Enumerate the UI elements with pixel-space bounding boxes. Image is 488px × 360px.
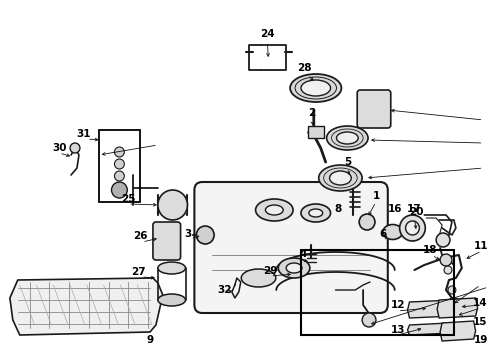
- FancyBboxPatch shape: [356, 90, 390, 128]
- FancyBboxPatch shape: [153, 222, 180, 260]
- Ellipse shape: [265, 205, 283, 215]
- Circle shape: [111, 182, 127, 198]
- Circle shape: [399, 215, 425, 241]
- Text: 20: 20: [408, 207, 423, 217]
- Text: 17: 17: [407, 204, 421, 214]
- Ellipse shape: [289, 74, 341, 102]
- Circle shape: [443, 266, 451, 274]
- Polygon shape: [407, 300, 455, 318]
- Text: 11: 11: [473, 241, 488, 251]
- Polygon shape: [439, 321, 475, 341]
- Text: 24: 24: [260, 29, 274, 39]
- Text: 30: 30: [52, 143, 66, 153]
- Circle shape: [196, 226, 214, 244]
- Ellipse shape: [241, 269, 275, 287]
- Polygon shape: [407, 323, 450, 335]
- Ellipse shape: [158, 190, 187, 220]
- Text: 15: 15: [472, 317, 487, 327]
- Ellipse shape: [255, 199, 292, 221]
- Text: 28: 28: [296, 63, 310, 73]
- Text: 31: 31: [77, 129, 91, 139]
- Circle shape: [405, 221, 419, 235]
- Text: 13: 13: [389, 325, 404, 335]
- Text: 12: 12: [389, 300, 404, 310]
- Circle shape: [362, 313, 375, 327]
- Text: 16: 16: [386, 204, 401, 214]
- Circle shape: [114, 159, 124, 169]
- Circle shape: [114, 147, 124, 157]
- Text: 18: 18: [422, 245, 437, 255]
- Bar: [99, 130, 140, 202]
- Polygon shape: [436, 298, 477, 318]
- Text: 26: 26: [133, 231, 147, 241]
- FancyBboxPatch shape: [194, 182, 387, 313]
- Circle shape: [447, 286, 455, 294]
- Ellipse shape: [158, 294, 185, 306]
- Ellipse shape: [308, 209, 322, 217]
- Text: 27: 27: [131, 267, 145, 277]
- Text: 6: 6: [379, 229, 386, 239]
- Text: 29: 29: [263, 266, 277, 276]
- Ellipse shape: [382, 225, 402, 239]
- Circle shape: [114, 171, 124, 181]
- Text: 2: 2: [307, 108, 315, 118]
- Ellipse shape: [336, 132, 358, 144]
- Ellipse shape: [285, 263, 301, 273]
- Bar: [300, 250, 453, 335]
- Ellipse shape: [158, 262, 185, 274]
- Text: 1: 1: [371, 191, 379, 201]
- Polygon shape: [10, 278, 163, 335]
- Text: 5: 5: [343, 157, 350, 167]
- Text: 8: 8: [334, 204, 342, 214]
- Circle shape: [439, 254, 451, 266]
- Text: 19: 19: [472, 335, 487, 345]
- Ellipse shape: [329, 171, 350, 185]
- Text: 25: 25: [121, 194, 135, 204]
- Text: 9: 9: [146, 335, 153, 345]
- Circle shape: [70, 143, 80, 153]
- Circle shape: [435, 233, 449, 247]
- Ellipse shape: [300, 80, 330, 96]
- Text: 4: 4: [299, 249, 306, 259]
- Circle shape: [359, 214, 374, 230]
- Ellipse shape: [278, 258, 309, 278]
- Text: 32: 32: [217, 285, 232, 295]
- Ellipse shape: [300, 204, 330, 222]
- Text: 14: 14: [472, 298, 487, 308]
- Text: 3: 3: [183, 229, 191, 239]
- Ellipse shape: [326, 126, 367, 150]
- Bar: [307, 126, 323, 138]
- Ellipse shape: [318, 165, 362, 191]
